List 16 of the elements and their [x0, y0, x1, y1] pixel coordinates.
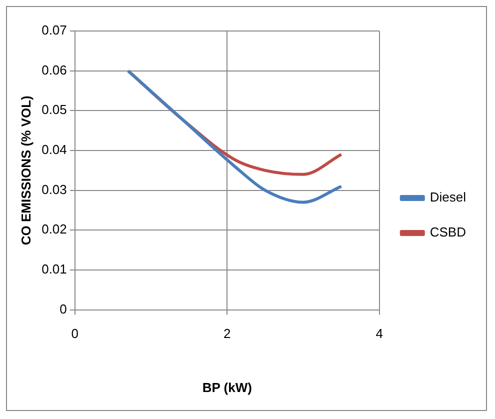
y-tick-label: 0.03 [42, 182, 67, 197]
x-tick-label: 2 [224, 326, 231, 342]
legend-label: Diesel [430, 190, 466, 205]
line-series [126, 69, 343, 204]
y-tick-label: 0.07 [42, 22, 67, 38]
y-tick-label: 0.02 [42, 222, 67, 237]
y-tick-label: 0.01 [42, 262, 67, 277]
y-tick-label: 0.06 [42, 62, 67, 78]
x-tick-label: 4 [376, 326, 383, 342]
x-axis-title: BP (kW) [202, 380, 252, 395]
legend-label: CSBD [430, 224, 466, 240]
x-tick-label: 0 [71, 326, 79, 342]
y-tick-label: 0.05 [42, 102, 67, 118]
y-axis-title: CO EMISSIONS (% VOL) [18, 96, 34, 246]
y-tick-label: 0.04 [42, 142, 67, 158]
y-tick-label: 0 [60, 301, 67, 316]
